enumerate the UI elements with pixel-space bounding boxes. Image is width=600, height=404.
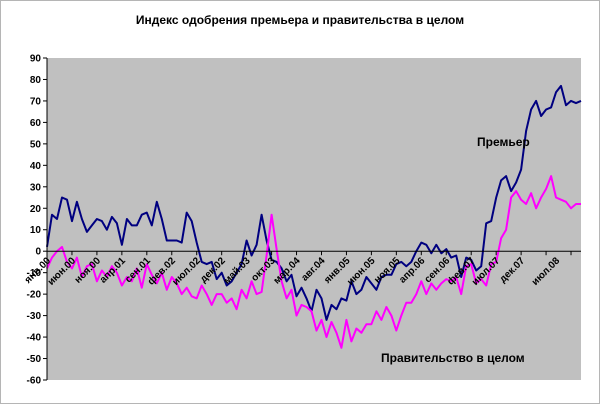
y-tick-label: 80: [30, 75, 42, 86]
y-tick-label: 50: [30, 139, 42, 150]
y-tick-label: -60: [27, 376, 42, 387]
y-tick-label: -50: [27, 354, 42, 365]
y-tick-label: 90: [30, 54, 42, 65]
y-tick-label: -40: [27, 333, 42, 344]
y-tick-label: 60: [30, 118, 42, 129]
y-tick-label: 70: [30, 96, 42, 107]
y-tick-label: -30: [27, 311, 42, 322]
series-line-premier: [46, 84, 582, 321]
y-tick-label: 0: [35, 247, 41, 258]
y-tick-label: 20: [30, 204, 42, 215]
series-label-premier: Премьер: [477, 135, 530, 149]
chart-title: Индекс одобрения премьера и правительств…: [136, 13, 464, 27]
series-line-government: [46, 175, 581, 349]
y-tick-label: -10: [27, 268, 42, 279]
y-tick-label: 10: [30, 225, 42, 236]
y-tick-label: -20: [27, 290, 42, 301]
y-tick-label: 40: [30, 161, 42, 172]
series-label-government: Правительство в целом: [381, 351, 525, 365]
y-tick-label: 30: [30, 182, 42, 193]
